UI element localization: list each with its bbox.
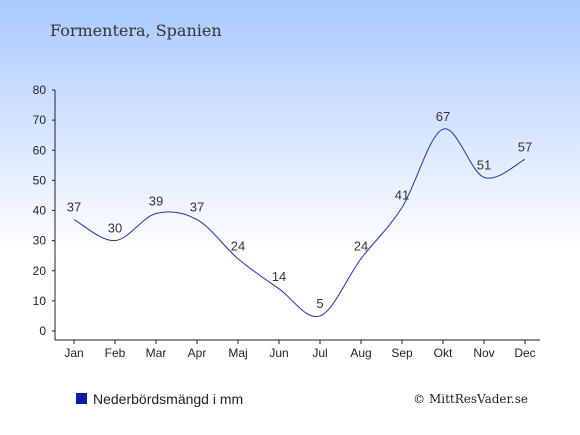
y-tick-label: 80 <box>33 83 47 97</box>
data-label: 37 <box>67 200 81 215</box>
data-label: 24 <box>231 239 245 254</box>
y-tick-label: 0 <box>39 324 46 338</box>
x-tick-label: Sep <box>391 346 413 360</box>
copyright-text: © MittResVader.se <box>413 392 528 406</box>
precipitation-line <box>73 128 526 318</box>
x-tick-label: Mar <box>146 346 167 360</box>
data-label: 57 <box>518 139 532 154</box>
data-label: 39 <box>149 194 163 209</box>
x-tick-label: Jul <box>312 346 327 360</box>
x-tick-label: Jan <box>64 346 83 360</box>
data-label: 14 <box>272 269 286 284</box>
data-label: 24 <box>354 239 368 254</box>
legend-swatch <box>76 393 87 404</box>
x-tick-label: Maj <box>228 346 247 360</box>
x-tick-label: Okt <box>434 346 453 360</box>
data-label: 67 <box>436 109 450 124</box>
x-tick-label: Jun <box>269 346 288 360</box>
x-tick-label: Aug <box>350 346 371 360</box>
data-label: 30 <box>108 221 122 236</box>
y-tick-label: 30 <box>33 234 47 248</box>
y-tick-label: 70 <box>33 113 47 127</box>
y-tick-label: 10 <box>33 294 47 308</box>
x-tick-label: Nov <box>473 346 494 360</box>
y-tick-label: 40 <box>33 204 47 218</box>
chart-title: Formentera, Spanien <box>50 21 222 40</box>
data-label: 51 <box>477 157 491 172</box>
x-tick-label: Feb <box>105 346 126 360</box>
data-label: 37 <box>190 200 204 215</box>
data-label: 41 <box>395 187 409 202</box>
x-tick-label: Dec <box>514 346 535 360</box>
data-label: 5 <box>316 296 323 311</box>
y-tick-label: 60 <box>33 143 47 157</box>
y-tick-label: 50 <box>33 173 47 187</box>
marks: 37 30 39 37 24 14 5 24 41 67 51 57 <box>67 109 532 318</box>
x-tick-label: Apr <box>188 346 207 360</box>
axes: 0 10 20 30 40 50 60 70 80 Jan Feb Mar Apr Maj Jun Jul Au… <box>33 83 540 360</box>
y-tick-label: 20 <box>33 264 47 278</box>
legend-label: Nederbördsmängd i mm <box>93 391 243 407</box>
